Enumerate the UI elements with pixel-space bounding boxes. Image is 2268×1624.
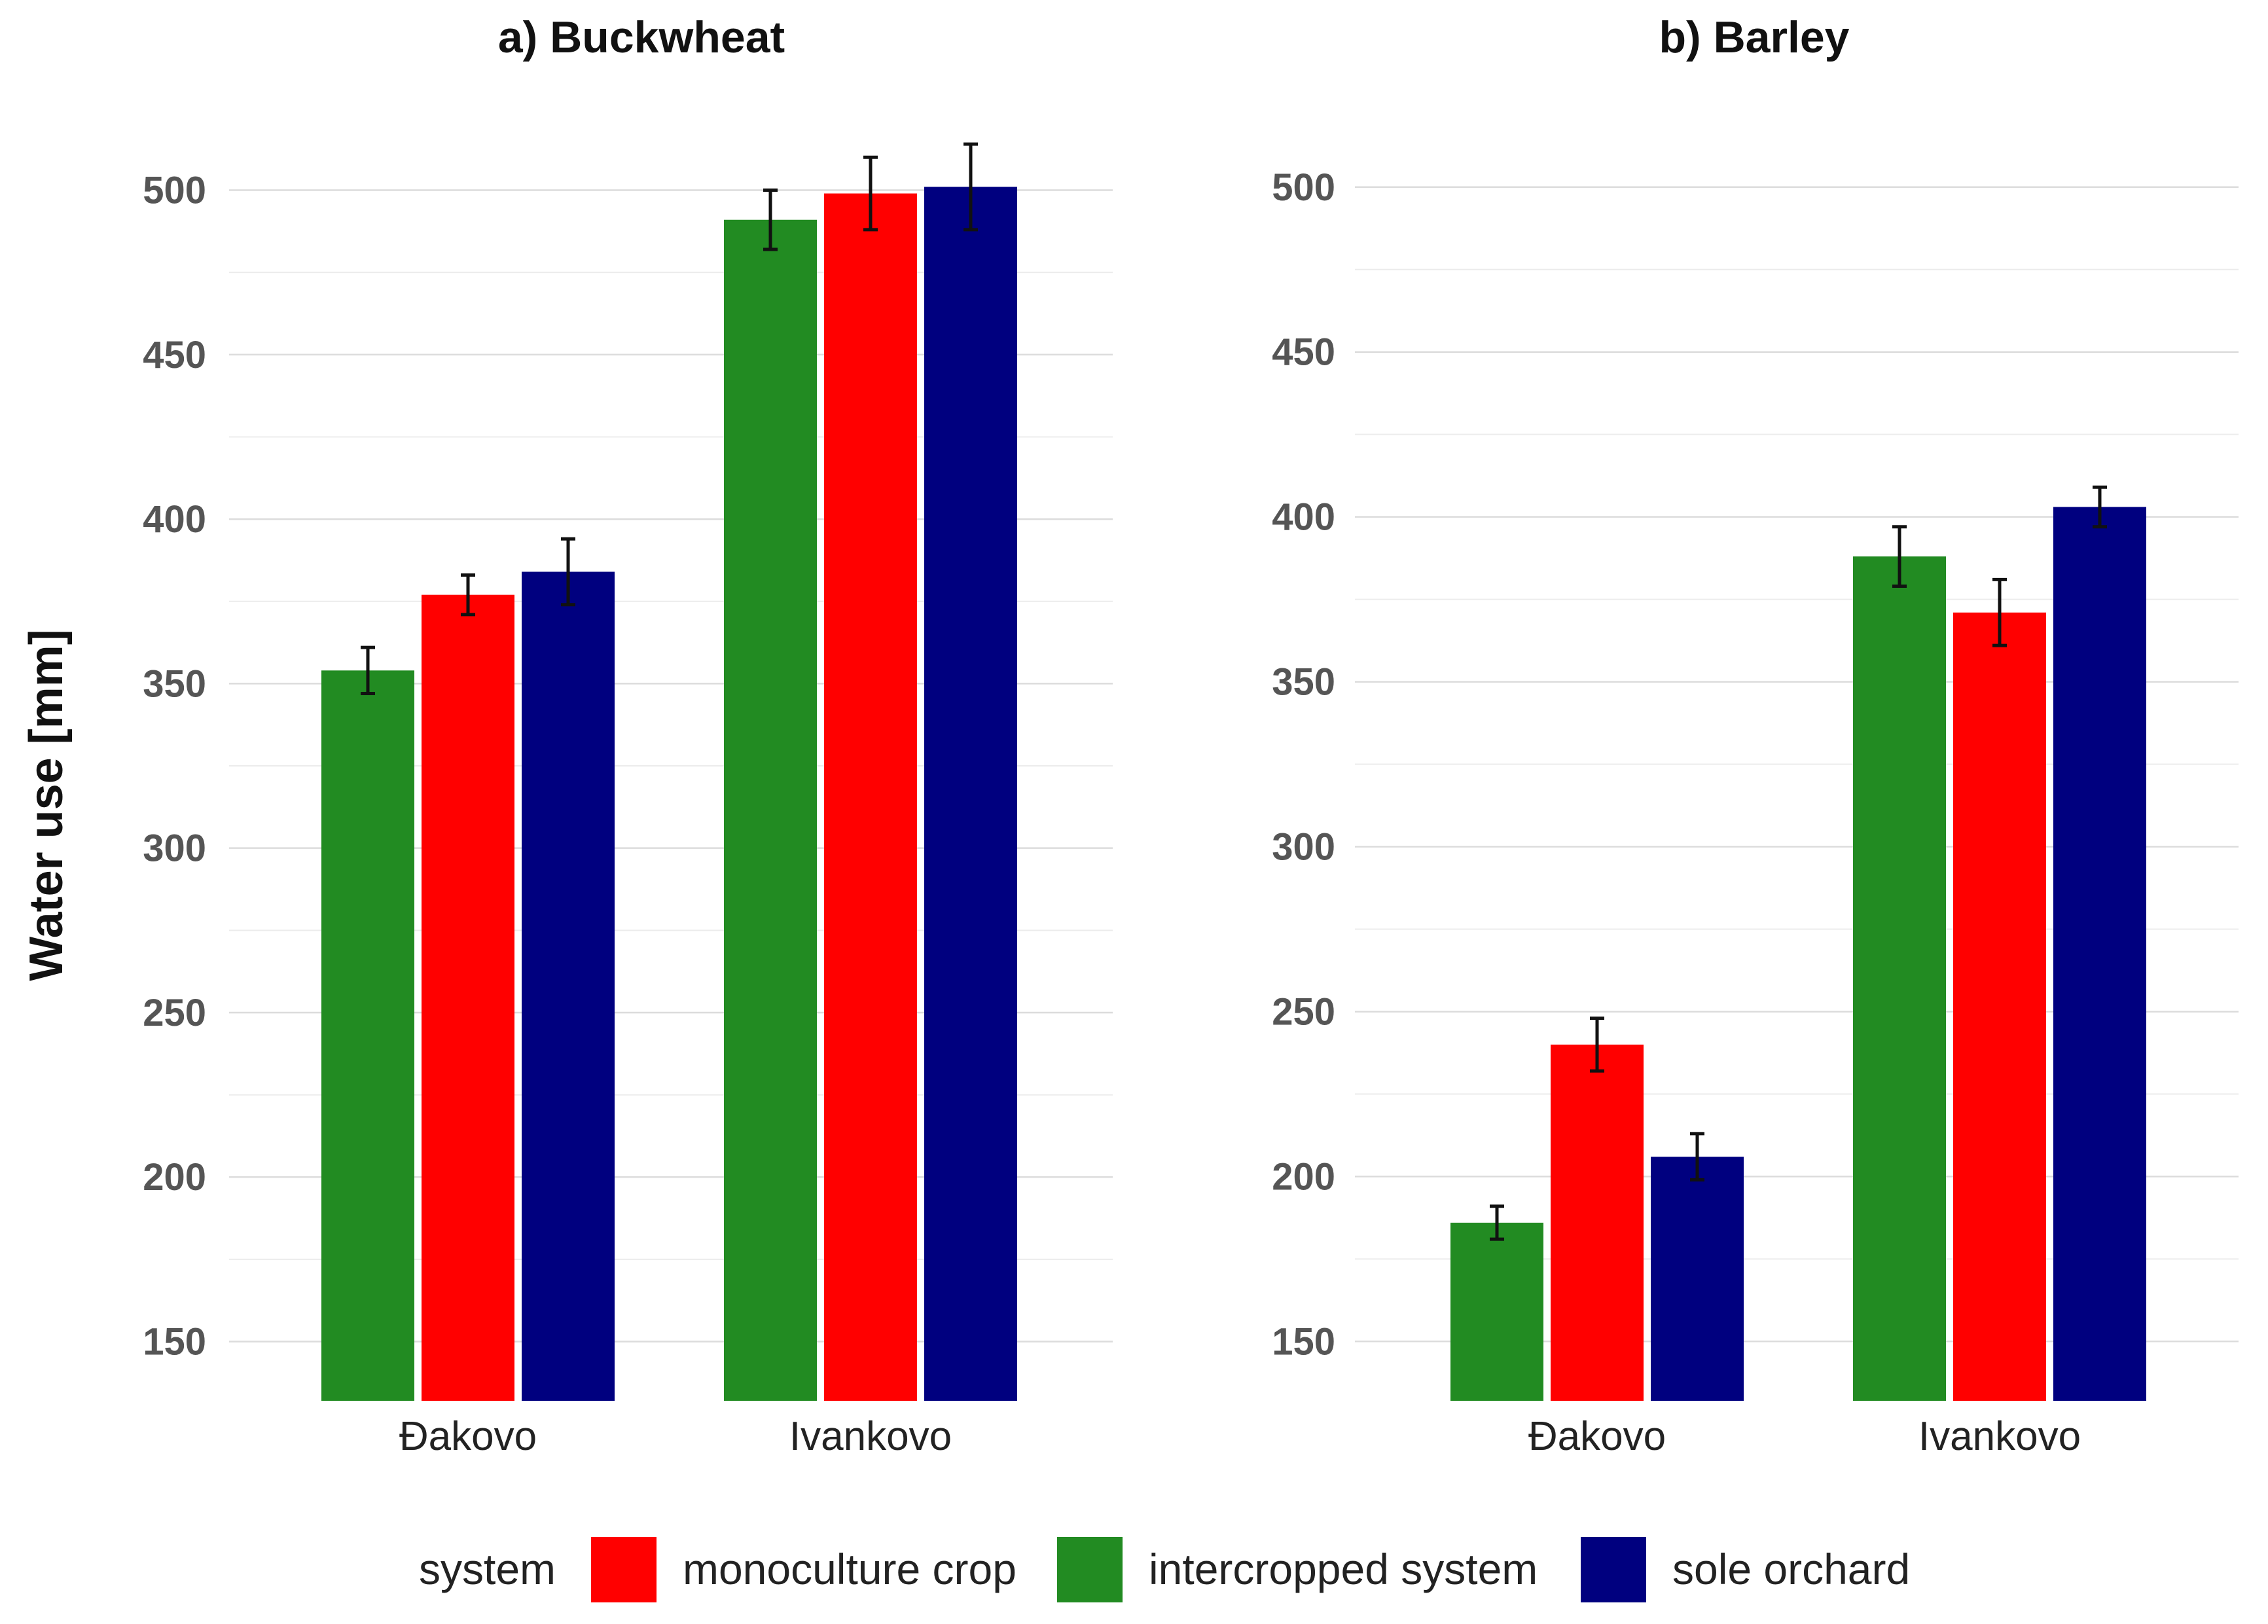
bar-monoculture-crop-akovo xyxy=(1551,1044,1644,1401)
error-bar-monoculture-crop-akovo xyxy=(461,573,475,617)
y-tick-label: 200 xyxy=(143,1156,206,1199)
y-tick-label: 250 xyxy=(1272,990,1335,1033)
bar-monoculture-crop-akovo xyxy=(422,594,514,1401)
y-axis-label: Water use [mm] xyxy=(20,629,73,981)
bar-monoculture-crop-ivankovo xyxy=(824,193,917,1401)
y-tick-label: 150 xyxy=(1272,1320,1335,1363)
x-tick-labels: Đakovo Ivankovo xyxy=(1528,1414,2081,1459)
bars xyxy=(1450,507,2146,1401)
x-tick-labels: Đakovo Ivankovo xyxy=(399,1414,952,1459)
x-tick-label-akovo: Đakovo xyxy=(399,1414,537,1459)
error-bar-intercropped-system-akovo xyxy=(361,645,375,695)
legend-swatch-intercropped xyxy=(1057,1537,1123,1602)
error-bar-intercropped-system-akovo xyxy=(1490,1204,1504,1241)
legend-swatch-sole-orchard xyxy=(1581,1537,1646,1602)
legend-label-sole-orchard: sole orchard xyxy=(1672,1545,1910,1593)
legend-label-monoculture: monoculture crop xyxy=(683,1545,1017,1593)
error-bar-sole-orchard-akovo xyxy=(561,537,575,607)
error-bar-sole-orchard-ivankovo xyxy=(2093,485,2107,529)
bar-sole-orchard-ivankovo xyxy=(924,187,1017,1401)
legend-title: system xyxy=(419,1545,556,1593)
error-bar-monoculture-crop-ivankovo xyxy=(1992,577,2007,647)
y-tick-label: 400 xyxy=(1272,496,1335,539)
legend-label-intercropped: intercropped system xyxy=(1149,1545,1538,1593)
y-tick-label: 150 xyxy=(143,1321,206,1363)
bar-sole-orchard-ivankovo xyxy=(2053,507,2146,1401)
bar-sole-orchard-akovo xyxy=(1651,1157,1744,1401)
y-tick-label: 300 xyxy=(143,827,206,870)
legend: system monoculture crop intercropped sys… xyxy=(419,1537,1910,1602)
y-tick-label: 350 xyxy=(1272,661,1335,704)
y-tick-label: 450 xyxy=(143,334,206,376)
y-tick-label: 300 xyxy=(1272,826,1335,869)
y-tick-labels: 150 200 250 300 350 400 450 500 xyxy=(1272,166,1335,1363)
x-tick-label-ivankovo: Ivankovo xyxy=(789,1414,952,1459)
y-tick-label: 450 xyxy=(1272,331,1335,374)
error-bar-sole-orchard-ivankovo xyxy=(963,142,978,232)
y-tick-label: 200 xyxy=(1272,1155,1335,1198)
bars xyxy=(321,187,1017,1401)
bar-intercropped-system-ivankovo xyxy=(1853,556,1946,1401)
error-bar-intercropped-system-ivankovo xyxy=(763,189,778,251)
error-bars xyxy=(361,142,978,695)
panel-title: b) Barley xyxy=(1659,12,1850,62)
panel-title: a) Buckwheat xyxy=(498,12,785,62)
error-bar-intercropped-system-ivankovo xyxy=(1892,525,1907,588)
error-bar-monoculture-crop-akovo xyxy=(1590,1017,1604,1073)
y-tick-labels: 150 200 250 300 350 400 450 500 xyxy=(143,170,206,1363)
bar-monoculture-crop-ivankovo xyxy=(1953,612,2046,1401)
bar-intercropped-system-akovo xyxy=(321,670,414,1401)
y-tick-label: 250 xyxy=(143,992,206,1034)
y-tick-label: 350 xyxy=(143,662,206,705)
bar-intercropped-system-akovo xyxy=(1450,1222,1543,1401)
bar-intercropped-system-ivankovo xyxy=(724,219,817,1401)
x-tick-label-ivankovo: Ivankovo xyxy=(1918,1414,2081,1459)
error-bars xyxy=(1490,485,2107,1241)
error-bar-monoculture-crop-ivankovo xyxy=(863,155,878,232)
y-tick-label: 500 xyxy=(1272,166,1335,209)
error-bar-sole-orchard-akovo xyxy=(1690,1132,1704,1182)
x-tick-label-akovo: Đakovo xyxy=(1528,1414,1666,1459)
bar-sole-orchard-akovo xyxy=(522,571,615,1401)
y-tick-label: 500 xyxy=(143,170,206,212)
y-tick-label: 400 xyxy=(143,498,206,541)
legend-swatch-monoculture xyxy=(591,1537,657,1602)
